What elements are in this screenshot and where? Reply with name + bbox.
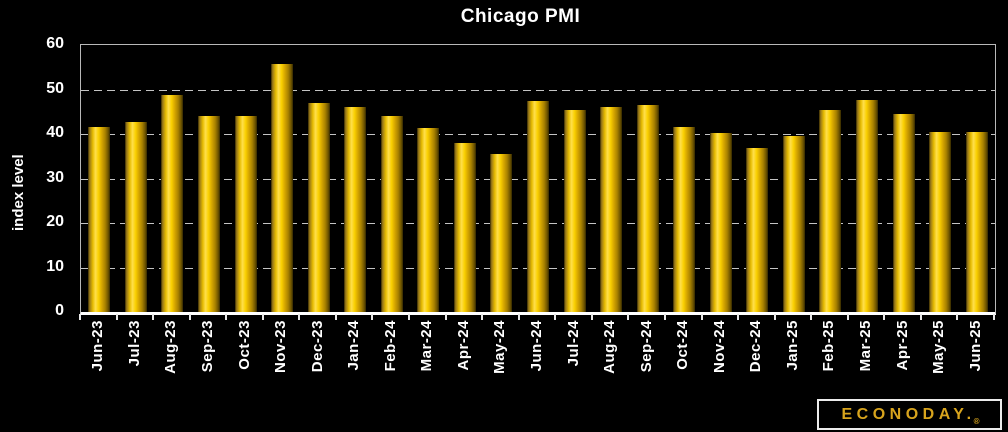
x-axis-tick: [773, 314, 776, 320]
plot-area: [80, 44, 996, 315]
bar-Jan-25: [782, 136, 805, 312]
bar-Feb-25: [819, 109, 842, 312]
x-tick-label-Nov-23: Nov-23: [272, 320, 290, 374]
y-tick-label-40: 40: [46, 124, 64, 141]
x-axis-tick: [79, 314, 81, 320]
bar-Oct-24: [673, 126, 696, 312]
x-tick-label-Dec-24: Dec-24: [747, 320, 765, 373]
x-axis-tick: [115, 314, 118, 320]
x-tick-label-Feb-25: Feb-25: [820, 320, 838, 372]
bar-Jul-24: [563, 110, 586, 312]
x-axis-tick: [663, 314, 666, 320]
y-tick-label-60: 60: [46, 35, 64, 52]
x-axis-tick: [883, 314, 886, 320]
x-axis-tick: [956, 314, 959, 320]
bar-May-24: [490, 154, 513, 312]
bar-Sep-24: [636, 104, 659, 312]
bar-Jul-23: [124, 121, 147, 312]
bar-Aug-23: [161, 95, 184, 312]
x-axis-tick: [261, 314, 264, 320]
x-axis-tick: [444, 314, 447, 320]
x-axis-tick: [993, 314, 995, 320]
econoday-logo: ECONODAY. ®: [817, 399, 1002, 430]
x-axis-tick: [481, 314, 484, 320]
chart-title: Chicago PMI: [460, 6, 581, 27]
bar-Jan-24: [344, 107, 367, 312]
x-axis-tick: [590, 314, 593, 320]
x-tick-label-Jul-24: Jul-24: [564, 320, 582, 367]
bar-Jun-24: [527, 101, 549, 312]
econoday-logo-text: ECONODAY.: [841, 405, 976, 423]
x-tick-label-May-25: May-25: [930, 320, 948, 374]
x-tick-label-Feb-24: Feb-24: [381, 320, 399, 372]
registered-trademark-icon: ®: [973, 417, 980, 426]
bar-Mar-24: [417, 127, 440, 312]
bar-Mar-25: [856, 100, 879, 312]
x-axis-tick: [554, 314, 557, 320]
x-axis-tick: [152, 314, 155, 320]
x-tick-label-Sep-24: Sep-24: [637, 320, 655, 373]
bar-May-25: [929, 131, 952, 312]
bar-Apr-24: [453, 143, 476, 312]
x-tick-label-Aug-23: Aug-23: [162, 320, 180, 374]
x-tick-label-Jun-25: Jun-25: [966, 320, 984, 372]
y-tick-label-20: 20: [46, 213, 64, 230]
bar-Apr-25: [892, 113, 915, 312]
bar-Jun-25: [965, 132, 988, 312]
x-tick-label-May-24: May-24: [491, 320, 509, 374]
bar-Aug-24: [600, 106, 623, 312]
x-axis-tick: [627, 314, 630, 320]
x-tick-label-Jul-23: Jul-23: [125, 320, 143, 367]
x-axis-labels: Jun-23 Jul-23 Aug-23 Sep-23 Oct-23 Nov-23 Dec-…: [80, 320, 994, 400]
x-axis-tick: [810, 314, 813, 320]
x-axis-tick: [334, 314, 337, 320]
x-axis-tick: [737, 314, 740, 320]
x-tick-label-Jun-24: Jun-24: [528, 320, 545, 372]
x-tick-label-Nov-24: Nov-24: [710, 320, 728, 374]
x-tick-label-Sep-23: Sep-23: [198, 320, 216, 373]
x-tick-label-Jan-25: Jan-25: [783, 320, 801, 371]
x-axis-tick: [371, 314, 374, 320]
x-tick-label-Mar-24: Mar-24: [418, 320, 436, 372]
gridline-50: [81, 89, 995, 91]
x-axis-tick: [188, 314, 191, 320]
y-tick-label-10: 10: [46, 257, 64, 275]
x-tick-label-Mar-25: Mar-25: [857, 320, 875, 372]
y-axis-labels: 0 10 20 30 40 50 60: [0, 35, 80, 319]
bar-Nov-23: [271, 63, 294, 312]
x-tick-label-Oct-23: Oct-23: [235, 320, 253, 370]
bar-Sep-23: [197, 115, 220, 312]
y-tick-label-0: 0: [55, 302, 64, 319]
x-tick-label-Apr-25: Apr-25: [893, 320, 911, 371]
x-axis-tick: [298, 314, 301, 320]
bar-Dec-23: [307, 103, 330, 312]
y-tick-label-50: 50: [46, 79, 64, 97]
bar-Feb-24: [380, 116, 403, 312]
x-tick-label-Oct-24: Oct-24: [674, 320, 692, 370]
x-tick-label-Apr-24: Apr-24: [454, 320, 472, 371]
x-axis-tick: [846, 314, 849, 320]
x-axis-tick: [225, 314, 228, 320]
x-axis-ticks: [79, 314, 995, 322]
x-tick-label-Jun-23: Jun-23: [89, 320, 107, 372]
x-tick-label-Aug-24: Aug-24: [601, 320, 619, 374]
bar-Jun-23: [88, 127, 111, 312]
bar-Oct-23: [234, 116, 257, 312]
y-tick-label-30: 30: [46, 168, 64, 186]
x-tick-label-Jan-24: Jan-24: [345, 320, 363, 371]
x-tick-label-Dec-23: Dec-23: [308, 320, 326, 373]
x-axis-tick: [408, 314, 411, 320]
x-axis-tick: [517, 314, 520, 320]
bar-Nov-24: [709, 133, 732, 312]
x-axis-tick: [700, 314, 703, 320]
x-axis-tick: [919, 314, 922, 320]
bar-Dec-24: [746, 147, 769, 312]
